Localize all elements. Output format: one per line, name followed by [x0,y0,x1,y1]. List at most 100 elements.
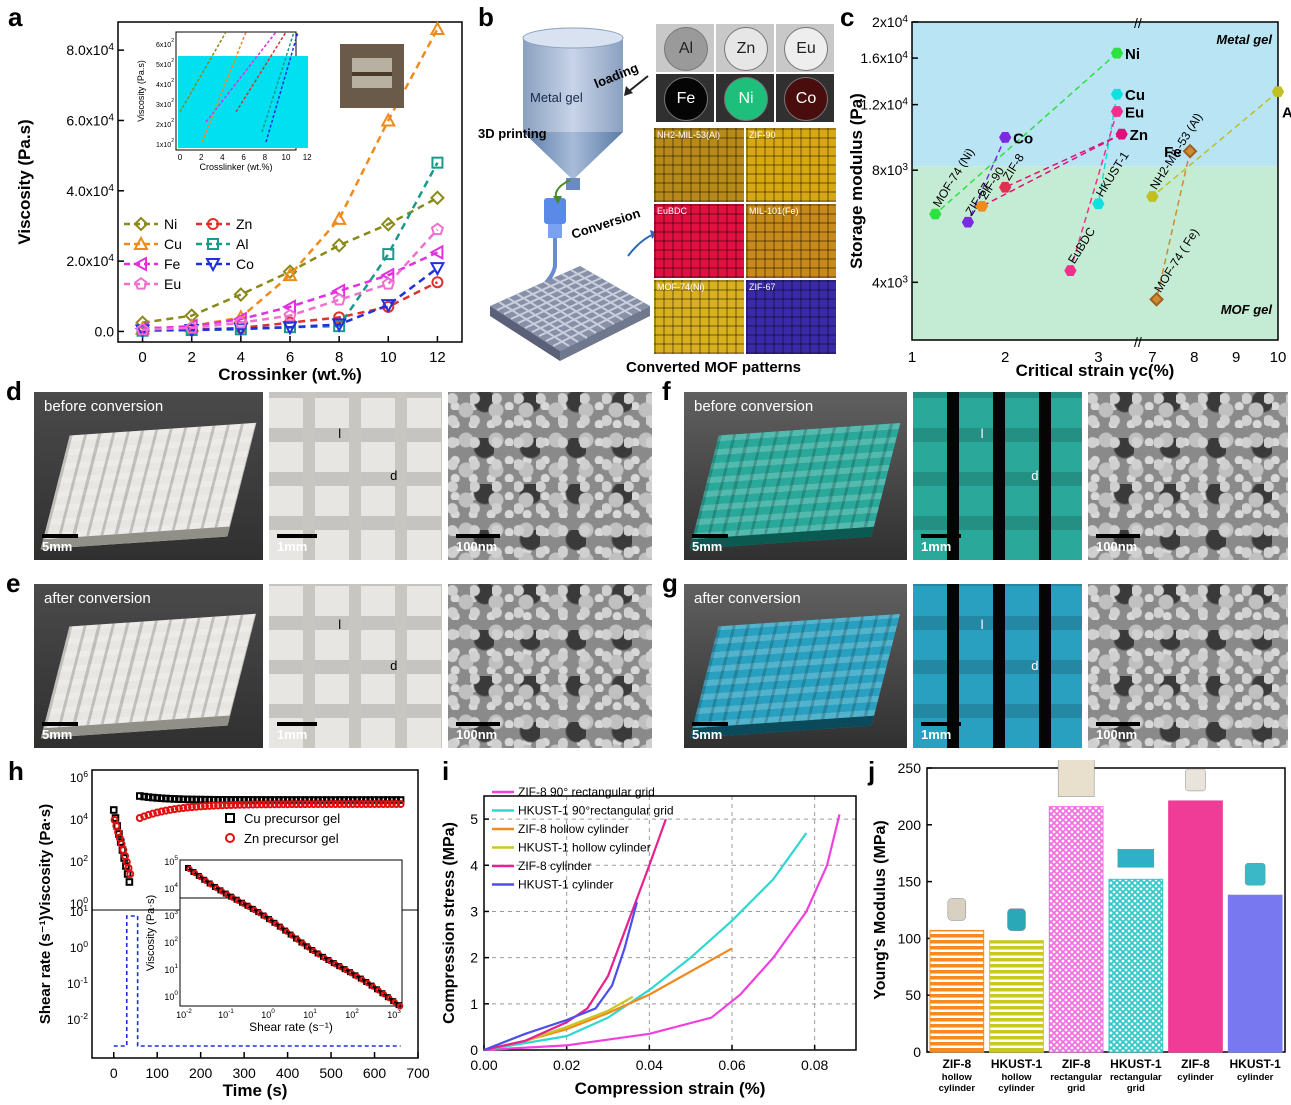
x-tick-label: 0.08 [801,1057,828,1073]
series-5 [483,901,638,1052]
data-point [975,200,989,212]
data-point [381,276,395,290]
scale-bar [277,534,317,538]
photo-caption: after conversion [44,590,151,607]
y-tick-label: 101​ [70,903,88,919]
data-point [296,796,305,804]
scale-bar-label: 1mm [921,539,952,554]
pair-link [934,52,1118,215]
data-point [209,801,218,810]
region-label-mof: MOF gel [1221,302,1273,317]
category-sublabel: rectangular [1110,1072,1162,1083]
inset-y-tick: 2x102​ [156,118,174,129]
inset-x-label: Shear rate (s⁻¹) [249,1020,333,1034]
series-eu [135,222,445,336]
photo-f-sem: 100nm [1088,392,1288,560]
data-point [331,237,347,253]
data-point [357,796,366,804]
inset-x-tick: 101​ [303,1008,317,1020]
data-point [282,321,298,336]
metal-gel-disc: Fe [664,77,708,121]
data-point [233,287,249,302]
photo-d-macro: before conversion 5mm [34,392,263,560]
data-point [274,800,283,809]
series-line [142,196,439,324]
data-point [257,796,266,804]
data-point [270,800,279,809]
data-point [1110,106,1124,117]
bar-4 [1168,800,1223,1053]
mof-pattern-tile: ZIF-67 [746,280,836,354]
point-label: Zn [1130,127,1148,144]
mof-pattern-tile: MOF-74(Ni) [654,280,744,354]
data-point [196,802,205,811]
scale-bar [42,534,78,538]
category-sublabel: hollow [942,1072,973,1083]
metal-gel-region [912,22,1278,167]
inset-y-tick: 103​ [164,909,178,921]
sample-icon [1057,760,1095,797]
scale-bar-label: 100nm [1096,727,1138,742]
legend-label: Cu precursor gel [244,811,340,826]
legend-marker [207,218,219,230]
panel-label-e: e [6,568,21,598]
data-point [296,800,305,809]
y-tick-label: 100​ [70,939,88,955]
pair-link [1155,150,1191,300]
x-tick-label: 8 [1190,349,1198,366]
data-point [201,802,210,811]
mof-pattern-tile: NH2-MIL-53(Al) [654,128,744,202]
point-eu: Eu [1110,105,1144,122]
data-point [136,792,144,800]
legend: ZIF-8 90° rectangular grid HKUST-1 90°rec… [492,785,674,892]
data-point [383,800,392,809]
y-tick-label: 0 [913,1044,921,1060]
data-point [282,267,298,282]
data-point [240,796,248,804]
legend-marker [225,833,235,843]
point-label: Al [1282,105,1291,122]
data-point [240,800,249,809]
data-point [929,208,942,220]
scale-bar [456,534,500,538]
scale-bar-label: 100nm [1096,539,1138,554]
pair-link [967,137,1006,223]
panel-label-j: j [868,756,876,786]
category-label: ZIF-8 [942,1057,971,1071]
data-point [309,796,318,804]
data-point [192,802,201,811]
x-tick-label: 10 [1270,349,1287,366]
scale-bar-label: 1mm [921,727,952,742]
metal-gel-zn: Zn [716,24,774,72]
y-tick-label: 100 [898,930,922,946]
y-tick-label: 50 [905,987,921,1003]
data-point [349,796,357,804]
inset-y-tick: 1x102​ [156,138,174,149]
y-tick-label: 102​ [70,853,88,869]
metal-gel-label: Metal gel [530,90,583,105]
data-point [301,796,309,804]
legend-label: ZIF-8 cylinder [518,859,591,873]
metal-gel-eu: Eu [776,24,834,72]
chart-h-rheology: 0 100 200 300 400 500 600 700 100​ 102​ 104​ 106​ 10… [37,769,430,1100]
spacing-label-d: d [390,467,398,483]
metal-gel-disc: Co [784,77,828,121]
x-tick-label: 0.04 [636,1057,663,1073]
spacing-label-l: l [980,616,984,632]
data-point [429,244,444,261]
data-point [288,796,296,804]
data-point [379,800,388,809]
data-point [170,795,179,803]
inset-x-tick: 10 [282,153,291,162]
sample-icon [1244,862,1266,886]
photo-d-zoom: l d 1mm [269,392,442,560]
data-point [166,805,175,814]
data-point [253,800,262,809]
y-tick-label: 5 [470,811,478,827]
x-tick-label: 9 [1232,349,1240,366]
x-tick-label: 600 [363,1065,387,1081]
inset-x-tick: 10-2​ [176,1008,192,1020]
y-tick-label: 200 [898,817,922,833]
data-point [370,800,379,809]
data-point [162,794,170,803]
